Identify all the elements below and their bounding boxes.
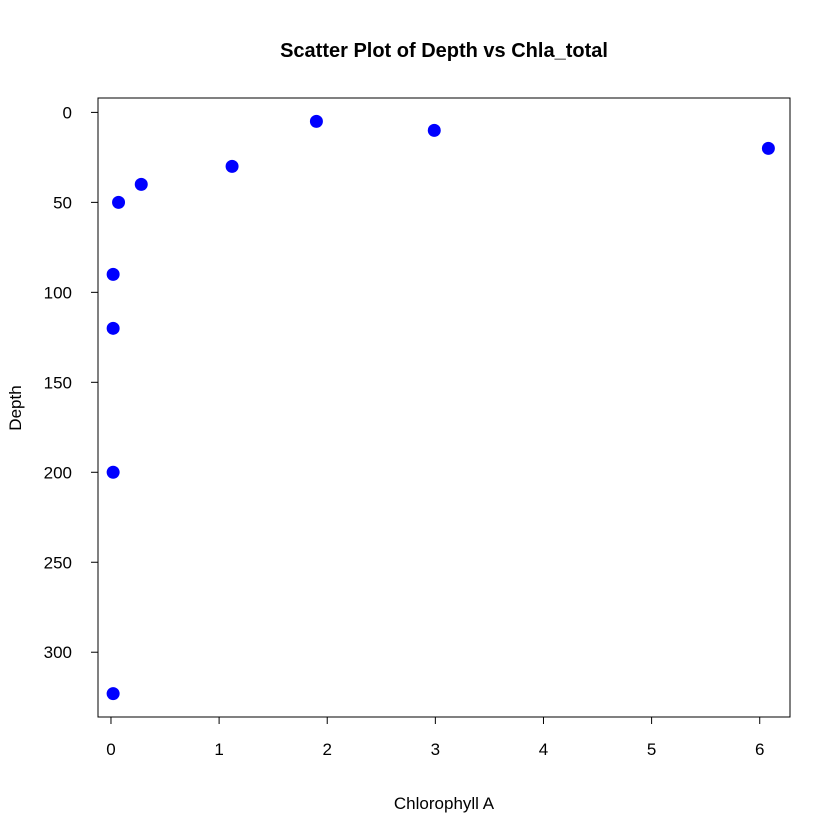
x-axis-label: Chlorophyll A	[394, 794, 495, 813]
data-point	[427, 123, 441, 137]
y-tick-label: 50	[53, 193, 72, 212]
y-tick-label: 150	[44, 373, 72, 392]
data-points	[106, 114, 775, 701]
data-point	[106, 321, 120, 335]
plot-frame	[97, 97, 791, 718]
data-point	[106, 267, 120, 281]
y-tick-label: 200	[44, 463, 72, 482]
chart-title: Scatter Plot of Depth vs Chla_total	[280, 40, 608, 62]
x-tick-label: 0	[106, 740, 115, 759]
x-axis: 0 1 2 3 4 5 6	[106, 716, 764, 759]
x-tick-label: 3	[431, 740, 440, 759]
y-tick-label: 0	[63, 103, 72, 122]
data-point	[106, 687, 120, 701]
x-tick-label: 4	[539, 740, 548, 759]
data-point	[309, 114, 323, 128]
x-tick-label: 1	[214, 740, 223, 759]
y-tick-label: 250	[44, 553, 72, 572]
data-point	[106, 465, 120, 479]
x-tick-label: 2	[322, 740, 331, 759]
y-axis-label: Depth	[6, 385, 25, 430]
y-tick-label: 300	[44, 643, 72, 662]
data-point	[225, 159, 239, 173]
data-point	[112, 195, 126, 209]
data-point	[761, 141, 775, 155]
y-tick-label: 100	[44, 283, 72, 302]
x-tick-label: 6	[755, 740, 764, 759]
data-point	[134, 177, 148, 191]
y-axis: 0 50 100 150 200 250 300	[44, 103, 99, 662]
x-tick-label: 5	[647, 740, 656, 759]
